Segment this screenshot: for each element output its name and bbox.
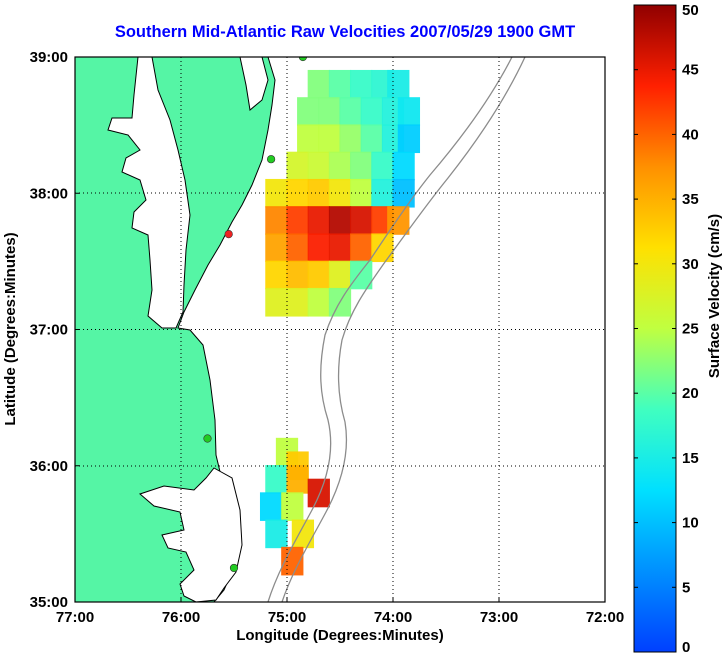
velocity-cell [307,478,330,508]
velocity-cell [307,151,330,181]
velocity-cell [350,69,373,99]
colorbar-tick-label: 30 [682,256,699,273]
velocity-cell [328,206,352,235]
velocity-cell [371,233,394,263]
velocity-cell [265,465,288,494]
colorbar-tick-label: 45 [682,62,699,79]
y-axis-ticks: 35:00 36:00 37:00 38:00 39:00 [30,49,80,611]
velocity-cell [307,178,330,208]
velocity-cell [339,124,362,154]
radar-station-marker [203,434,212,443]
velocity-cell [360,124,383,154]
colorbar-tick-label: 5 [682,579,690,596]
velocity-cell [286,206,309,235]
colorbar-tick-label: 0 [682,639,690,656]
velocity-cell [397,97,421,126]
velocity-cell [265,287,288,317]
y-tick-label: 36:00 [30,458,68,475]
colorbar: 0 5 10 15 20 25 30 35 40 45 50 Surface Velocity (c… [633,2,723,656]
velocity-cell [371,151,394,181]
velocity-cell [307,233,330,263]
velocity-cell [265,178,288,208]
colorbar-tick-label: 15 [682,450,699,467]
velocity-cell [286,260,309,290]
velocity-cell [350,206,373,235]
colorbar-gradient [633,4,677,653]
y-tick-label: 37:00 [30,322,68,339]
velocity-cell [307,287,330,317]
velocity-cell [339,97,362,126]
radar-station-marker [229,563,239,573]
velocity-cell [281,492,304,521]
x-tick-label: 76:00 [162,609,200,626]
colorbar-tick-label: 20 [682,385,699,402]
velocity-cell [328,69,352,99]
velocity-cell [328,233,352,263]
chesapeake-bay [107,57,191,329]
pamlico-sound [139,467,243,602]
colorbar-tick-label: 35 [682,191,699,208]
velocity-cell [286,233,309,263]
velocity-cell [307,206,330,235]
x-tick-label: 74:00 [374,609,412,626]
velocity-cell [360,97,383,126]
velocity-cell [392,151,415,181]
velocity-cell [318,124,341,154]
velocity-cell [387,69,410,99]
velocity-cell [307,260,330,290]
velocity-cell [350,178,373,208]
colorbar-tick-label: 40 [682,126,699,143]
velocity-cell [286,151,309,181]
velocity-cell [265,519,288,549]
x-tick-label: 75:00 [268,609,306,626]
velocity-cell [371,178,394,208]
x-axis-label: Longitude (Degrees:Minutes) [236,627,444,644]
bathymetry-contour [281,57,526,602]
velocity-cell [259,492,283,521]
velocity-cell [286,465,309,494]
velocity-cell [265,260,288,290]
velocity-cell [265,233,288,263]
velocity-field [259,69,421,576]
radar-station-marker [224,230,233,239]
velocity-cell [297,124,320,154]
y-axis-label: Latitude (Degrees:Minutes) [2,232,19,425]
velocity-cell [307,69,330,99]
velocity-cell [397,124,421,154]
radar-station-marker [267,155,276,164]
x-tick-label: 73:00 [480,609,518,626]
radar-stations [203,57,307,573]
gridlines [75,57,605,602]
colorbar-ticks: 0 5 10 15 20 25 30 35 40 45 50 [634,2,699,656]
velocity-cell [328,151,352,181]
y-tick-label: 39:00 [30,49,68,66]
velocity-cell [286,287,309,317]
colorbar-tick-label: 50 [682,2,699,19]
bathymetry-contour [267,57,513,602]
velocity-cell [286,178,309,208]
colorbar-tick-label: 25 [682,321,699,338]
y-tick-label: 35:00 [30,594,68,611]
x-tick-label: 72:00 [586,609,624,626]
velocity-cell [318,97,341,126]
velocity-cell [291,519,315,549]
delaware-bay [239,57,269,111]
colorbar-label: Surface Velocity (cm/s) [706,214,723,378]
velocity-cell [265,206,288,235]
x-tick-label: 77:00 [56,609,94,626]
colorbar-tick-label: 10 [682,515,699,532]
plot-area [74,56,606,603]
x-axis-ticks: 77:00 76:00 75:00 74:00 73:00 72:00 [56,597,624,626]
velocity-cell [350,151,373,181]
velocity-cell [328,260,352,290]
velocity-cell [297,97,320,126]
velocity-cell [350,233,373,263]
velocity-cell [350,260,373,290]
y-tick-label: 38:00 [30,185,68,202]
chart-title: Southern Mid-Atlantic Raw Velocities 200… [115,23,575,41]
